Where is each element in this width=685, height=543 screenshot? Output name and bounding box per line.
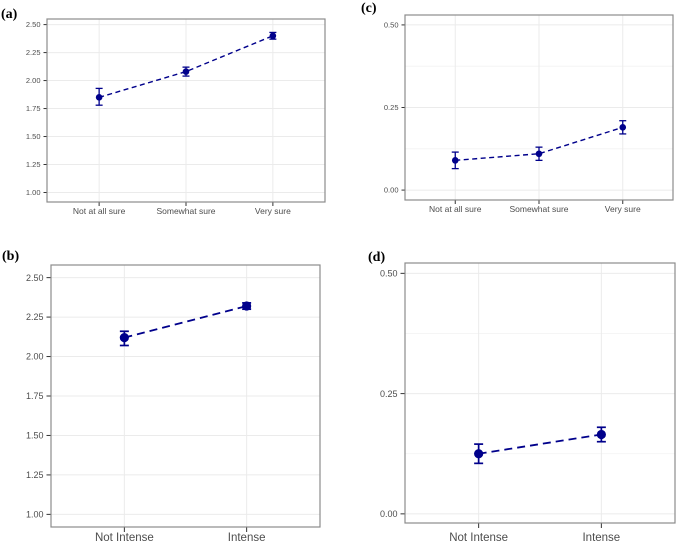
data-point [619,124,627,131]
panel-background [405,263,675,523]
plot-a: 1.00 1.25 1.50 1.75 2.00 2.25 2.50 Not at all s… [26,18,326,216]
panel-border [50,264,321,528]
panel-label-a: (a) [1,7,18,22]
data-point [596,429,606,440]
y-tick-label: 0.00 [384,186,399,195]
y-tick-label: 2.00 [26,352,44,362]
trend-line [124,305,247,339]
x-category-label: Somewhat sure [509,204,568,214]
x-category-label: Intense [582,532,620,543]
data-point [119,333,129,343]
trend-line [478,433,602,455]
y-tick-label: 1.25 [26,470,44,480]
y-tick-label: 1.00 [26,188,41,197]
plot-d: 0.00 0.25 0.50 Not Intense Intense [380,262,676,543]
x-category-label: Not Intense [95,532,154,543]
data-point [474,449,484,459]
y-tick-label: 2.25 [26,48,41,57]
x-category-label: Somewhat sure [156,206,215,216]
plot-b: 1.00 1.25 1.50 1.75 2.00 2.25 2.50 Not Intense I… [26,264,321,543]
y-tick-label: 1.75 [26,104,41,113]
y-tick-label: 2.25 [26,312,44,322]
y-tick-label: 1.25 [26,160,41,169]
trend-line [455,126,623,162]
x-category-label: Not at all sure [73,206,126,216]
data-point [269,32,277,40]
panel-a: (a) 1.00 1.25 1.50 1.75 2.00 2.25 2.50 Not at a… [0,0,342,240]
y-tick-label: 2.50 [26,20,41,29]
data-point [182,68,190,75]
data-point [95,94,103,101]
y-tick-label: 2.50 [26,273,44,283]
y-tick-label: 1.75 [26,391,44,401]
panel-border [404,262,676,524]
panel-border [46,18,326,203]
y-tick-label: 0.25 [384,103,399,112]
y-tick-label: 2.00 [26,76,41,85]
y-tick-label: 0.00 [380,509,398,519]
y-tick-label: 0.50 [384,21,399,30]
panel-c: (c) 0.00 0.25 0.50 Not at all sure Somewhat … [343,0,685,240]
panel-border [404,14,674,201]
x-category-label: Not Intense [449,532,508,543]
y-tick-label: 0.25 [380,389,398,399]
x-category-label: Very sure [605,204,641,214]
panel-d: (d) 0.00 0.25 0.50 Not Intense Intense [343,240,685,543]
data-point [451,157,459,164]
panel-label-c: (c) [361,1,377,16]
panel-b: (b) 1.00 1.25 1.50 1.75 2.00 2.25 2.50 Not Inte… [0,240,342,543]
panel-label-d: (d) [368,250,386,265]
data-point [242,301,252,311]
panel-label-b: (b) [2,249,20,264]
x-category-label: Not at all sure [429,204,482,214]
plot-c: 0.00 0.25 0.50 Not at all sure Somewhat sure… [384,14,674,214]
y-tick-label: 1.50 [26,431,44,441]
y-tick-label: 1.50 [26,132,41,141]
data-point [535,150,543,158]
x-category-label: Intense [228,532,266,543]
trend-line [98,35,274,99]
x-category-label: Very sure [255,206,291,216]
y-tick-label: 0.50 [380,268,398,278]
y-tick-label: 1.00 [26,510,44,520]
